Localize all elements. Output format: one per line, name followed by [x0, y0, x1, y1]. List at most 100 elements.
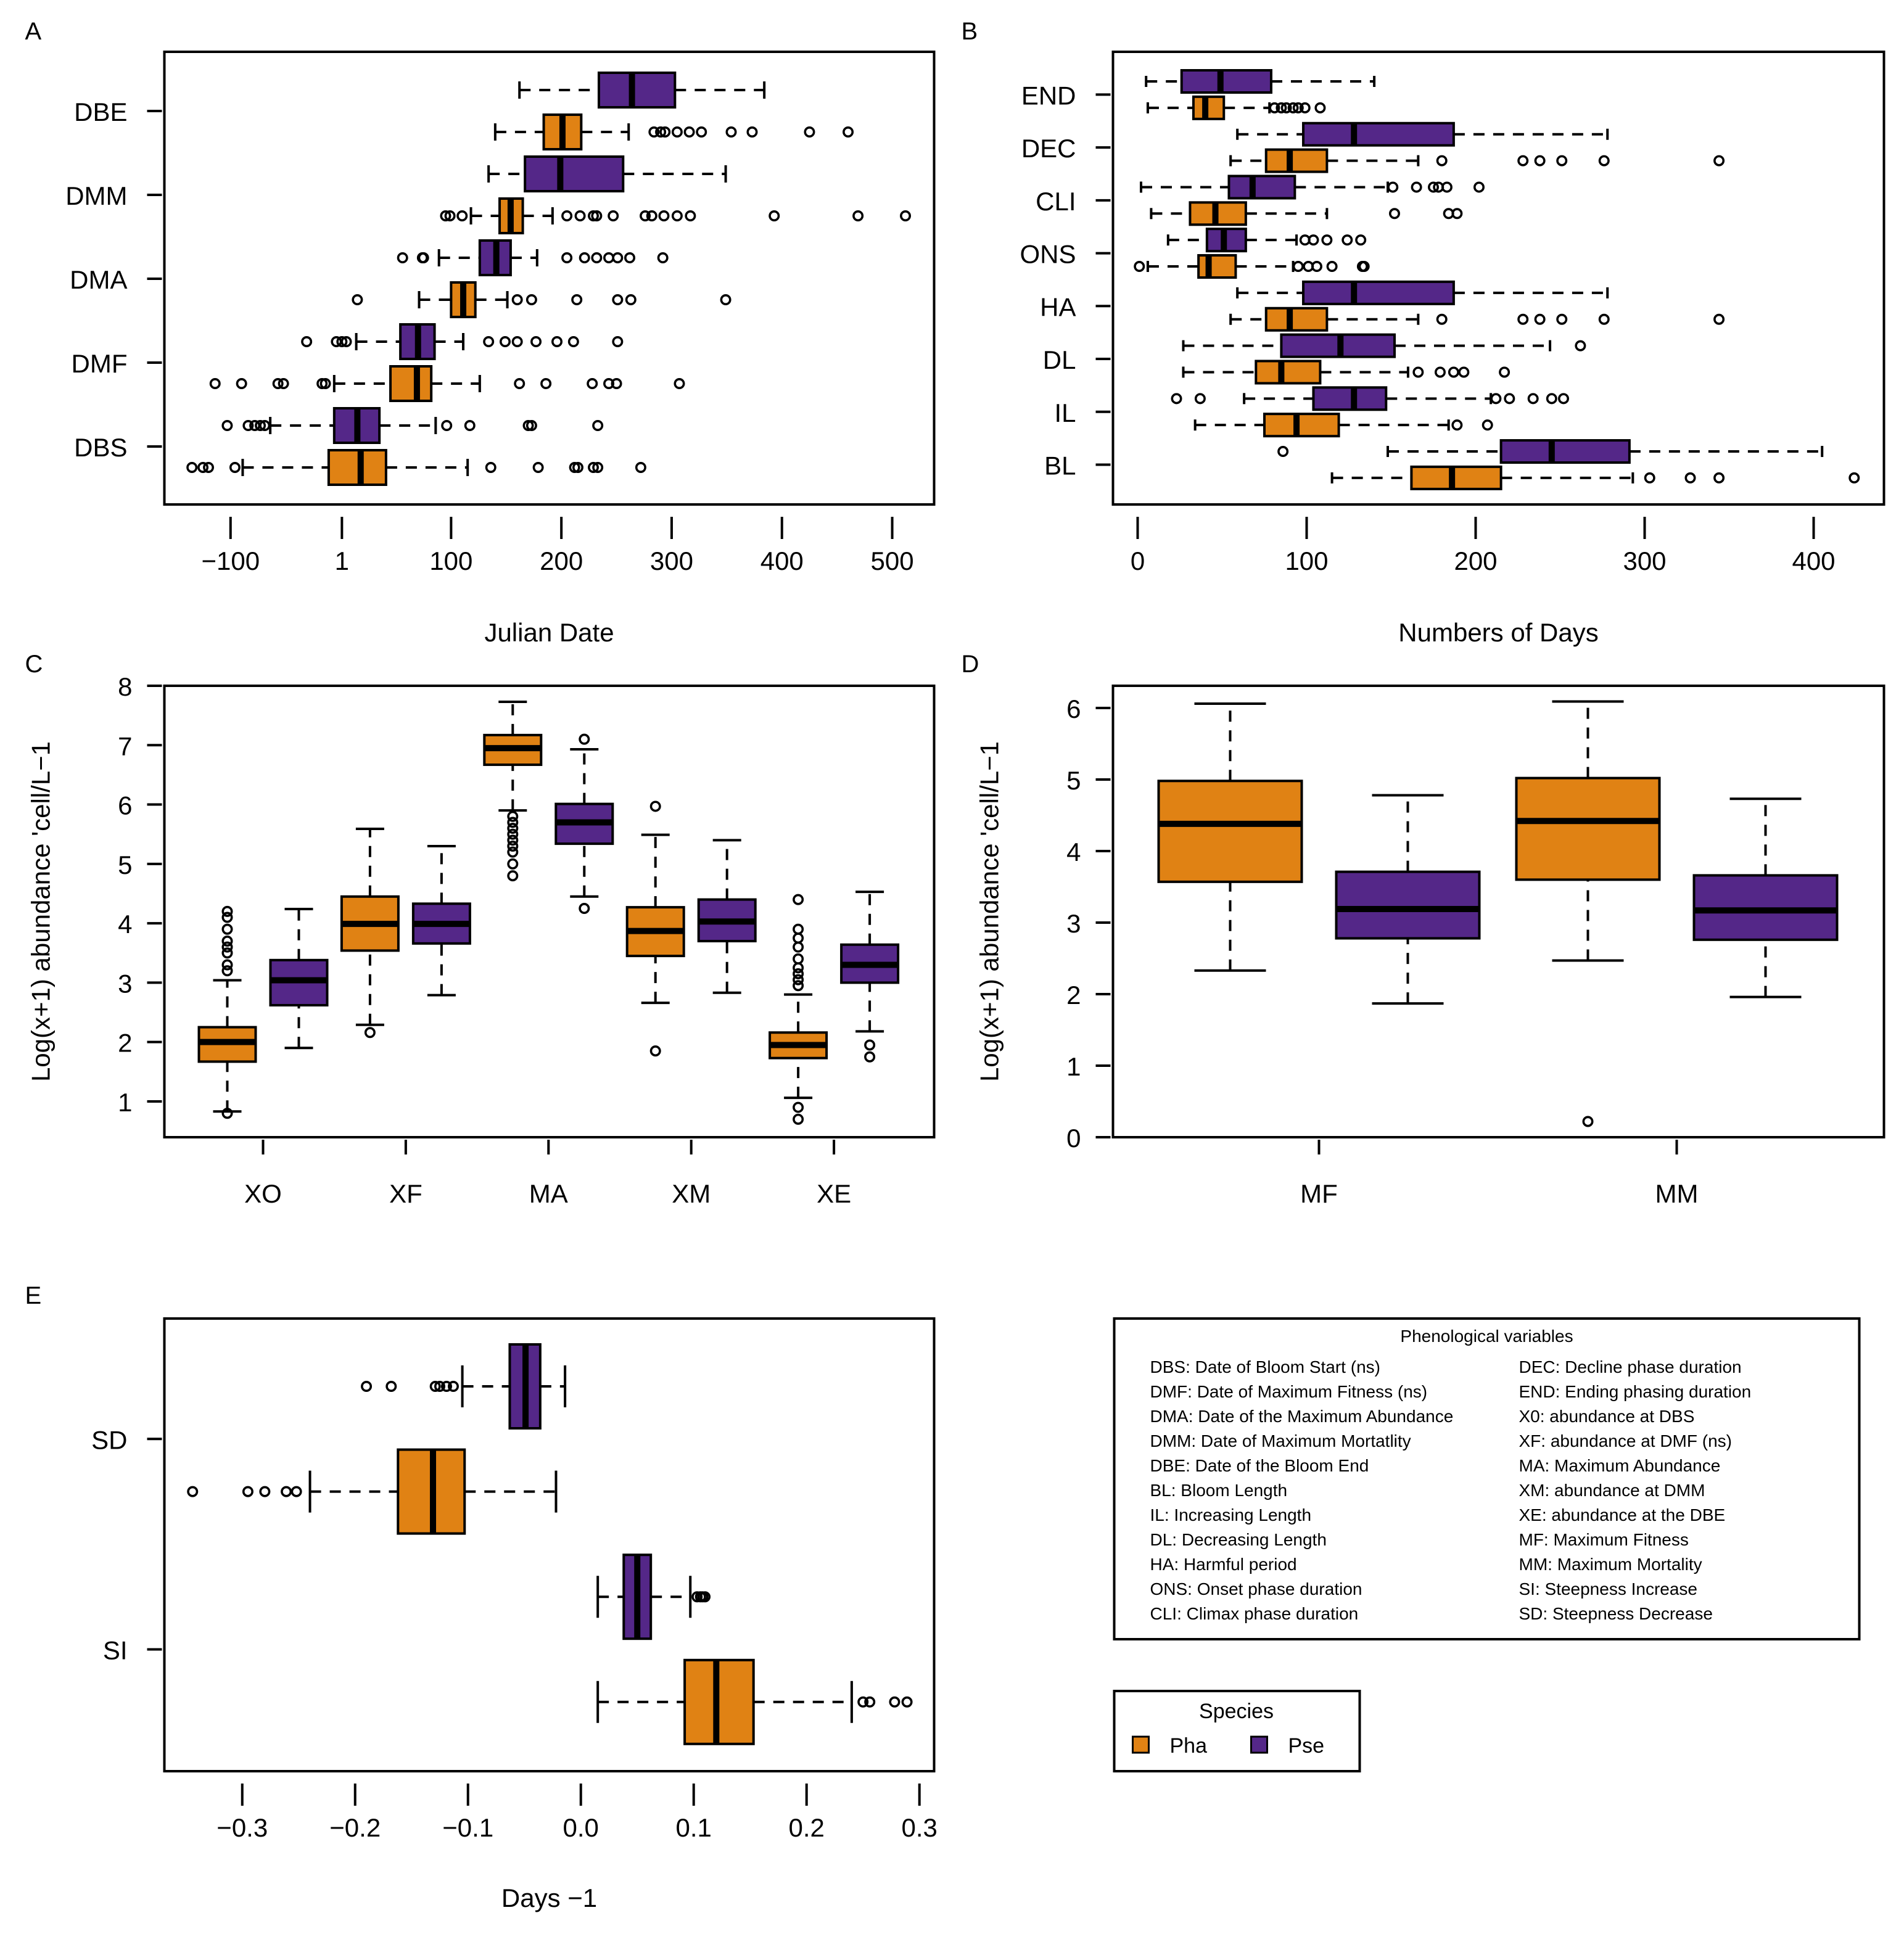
outlier-point: [511, 335, 523, 347]
x-tick-label: 200: [1454, 546, 1497, 575]
outlier-point: [1458, 366, 1470, 378]
panel-B: B 0 100 200 300 400 Numbers of Days END DEC CLI ON…: [962, 18, 1885, 647]
panel-A: A −100 1 100 200 300 400 500 Julian Date DBE DMM DM…: [25, 18, 936, 647]
category-MA: MA: [483, 700, 614, 1208]
outlier-point: [221, 941, 233, 953]
outlier-point: [1517, 313, 1529, 325]
category-SD: SD: [91, 1343, 567, 1535]
outlier-point: [1473, 181, 1485, 193]
outlier-point: [1341, 234, 1353, 246]
outlier-point: [685, 210, 696, 221]
box-BL-Pha: [1330, 465, 1860, 490]
category-label: MM: [1655, 1179, 1699, 1208]
outlier-point: [900, 210, 912, 221]
box-DMF-Pse: [301, 323, 624, 360]
outlier-point: [1292, 102, 1304, 113]
y-tick-label: 0: [1066, 1124, 1081, 1153]
panel-letter: D: [962, 651, 979, 678]
outlier-point: [561, 252, 573, 263]
box-iqr: [1157, 780, 1303, 883]
x-tick-label: 0.0: [563, 1813, 599, 1842]
box-ONS-Pha: [1134, 254, 1370, 279]
box-MM-Pse: [1692, 797, 1839, 998]
legend-entry: HA: Harmful period: [1150, 1555, 1297, 1574]
outlier-point: [540, 377, 552, 389]
category-label: DL: [1043, 345, 1076, 374]
box-iqr: [1515, 776, 1661, 881]
outlier-point: [625, 294, 637, 305]
outlier-point: [1358, 261, 1370, 273]
outlier-point: [221, 1108, 233, 1119]
outlier-point: [1482, 419, 1493, 431]
outlier-point: [301, 335, 313, 347]
x-tick-label: 400: [760, 546, 804, 575]
box-SI-Pse: [596, 1553, 711, 1640]
outlier-point: [209, 377, 221, 389]
outlier-point: [507, 870, 519, 882]
outlier-point: [525, 294, 537, 305]
outlier-point: [1321, 234, 1333, 246]
legend-entry: XF: abundance at DMF (ns): [1519, 1431, 1732, 1450]
outlier-point: [259, 419, 271, 431]
box-iqr: [1410, 465, 1502, 490]
outlier-point: [434, 1381, 445, 1393]
legend-entry: DBE: Date of the Bloom End: [1150, 1456, 1369, 1475]
outlier-point: [725, 126, 737, 138]
outlier-point: [592, 419, 604, 431]
category-label: HA: [1040, 292, 1076, 321]
box-iqr: [1302, 121, 1455, 147]
outlier-point: [587, 377, 598, 389]
y-axis-title: Log(x+1) abundance 'cell/L−1: [27, 741, 56, 1082]
x-tick-label: 200: [540, 546, 583, 575]
plot-frame: [1111, 51, 1885, 506]
box-HA-Pha: [1229, 307, 1725, 332]
category-label: SD: [91, 1425, 127, 1454]
outlier-point: [507, 823, 519, 834]
outlier-point: [574, 210, 586, 221]
outlier-point: [1598, 313, 1610, 325]
outlier-point: [567, 335, 579, 347]
x-tick-label: −0.2: [329, 1813, 381, 1842]
box-IL-Pse: [1171, 386, 1569, 411]
outlier-point: [1269, 102, 1280, 113]
box-DBS-Pse: [221, 407, 604, 444]
outlier-point: [1527, 393, 1539, 405]
plot-frame: [163, 1317, 936, 1772]
outlier-point: [1534, 313, 1546, 325]
y-tick-label: 3: [1066, 909, 1081, 938]
box-DMA-Pha: [352, 281, 732, 318]
category-label: DMA: [70, 265, 127, 294]
legend-entry: DBS: Date of Bloom Start (ns): [1150, 1357, 1380, 1376]
legend-entry: DMF: Date of Maximum Fitness (ns): [1150, 1382, 1428, 1401]
x-tick-label: 100: [429, 546, 472, 575]
category-IL: IL: [1054, 386, 1569, 438]
legend-entry: XM: abundance at DMM: [1519, 1481, 1705, 1500]
outlier-point: [514, 377, 525, 389]
outlier-point: [281, 1486, 292, 1497]
panel-C: C 1 2 3 4 5 6 7 8 Log(x+1) abundance 'cell/L−1 XO X…: [25, 651, 936, 1208]
outlier-point: [507, 810, 519, 822]
x-tick-label: 400: [1792, 546, 1835, 575]
outlier-point: [511, 294, 523, 305]
outlier-point: [1490, 393, 1502, 405]
y-tick-label: 1: [1066, 1052, 1081, 1081]
box-iqr: [524, 155, 625, 192]
category-label: CLI: [1036, 187, 1076, 216]
legend-entry: BL: Bloom Length: [1150, 1481, 1288, 1500]
outlier-point: [507, 846, 519, 858]
x-tick-label: −0.3: [216, 1813, 268, 1842]
box-iqr: [1192, 95, 1226, 120]
outlier-point: [640, 210, 651, 221]
outlier-point: [1276, 102, 1287, 113]
box-SD-Pha: [187, 1448, 558, 1535]
box-DEC-Pse: [1236, 121, 1609, 147]
box-SD-Pse: [361, 1343, 567, 1430]
outlier-point: [464, 419, 476, 431]
plot-frame: [163, 51, 936, 506]
box-XE-Pha: [769, 894, 828, 1125]
box-BL-Pse: [1277, 439, 1824, 464]
y-tick-label: 5: [118, 850, 132, 879]
outlier-point: [793, 1113, 804, 1125]
outlier-point: [1171, 393, 1182, 405]
outlier-point: [221, 965, 233, 977]
